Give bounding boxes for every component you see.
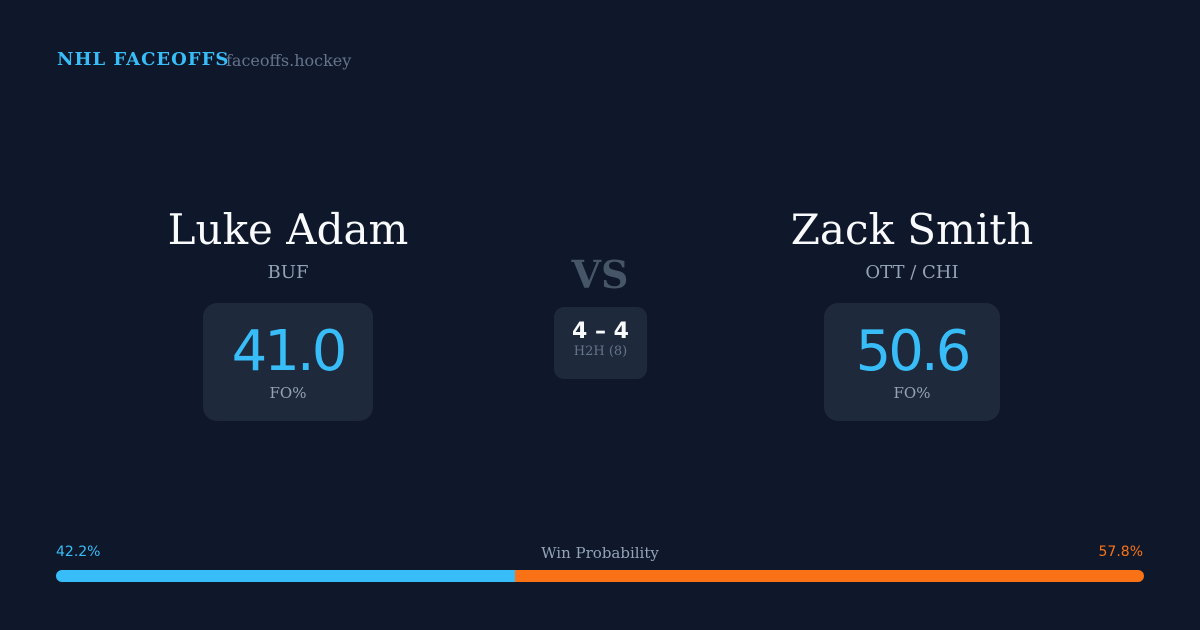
player-2-fo-value: 50.6	[855, 319, 972, 384]
player-2: Zack Smith OTT / CHI 50.6 FO%	[712, 205, 1112, 421]
player-2-team: OTT / CHI	[865, 262, 959, 283]
h2h-card: 4 – 4 H2H (8)	[554, 307, 647, 379]
player-1: Luke Adam BUF 41.0 FO%	[88, 205, 488, 421]
player-2-probability-fill	[515, 570, 1144, 582]
win-probability-label: Win Probability	[541, 544, 659, 562]
brand-title: NHL FACEOFFS	[57, 49, 230, 70]
vs-label: VS	[571, 252, 629, 297]
h2h-label: H2H (8)	[573, 344, 628, 359]
player-1-win-pct: 42.2%	[56, 544, 101, 560]
player-1-fo-label: FO%	[269, 384, 307, 402]
player-1-fo-value: 41.0	[231, 319, 348, 384]
player-2-fo-card: 50.6 FO%	[824, 303, 1000, 421]
player-1-fo-card: 41.0 FO%	[203, 303, 373, 421]
player-2-win-pct: 57.8%	[1098, 544, 1143, 560]
player-2-name: Zack Smith	[790, 205, 1034, 254]
player-2-fo-label: FO%	[893, 384, 931, 402]
player-1-team: BUF	[267, 262, 309, 283]
player-1-name: Luke Adam	[167, 205, 409, 254]
h2h-score: 4 – 4	[572, 319, 629, 344]
site-link[interactable]: faceoffs.hockey	[226, 51, 352, 70]
player-1-probability-fill	[56, 570, 516, 582]
win-probability-bar	[56, 570, 1144, 582]
